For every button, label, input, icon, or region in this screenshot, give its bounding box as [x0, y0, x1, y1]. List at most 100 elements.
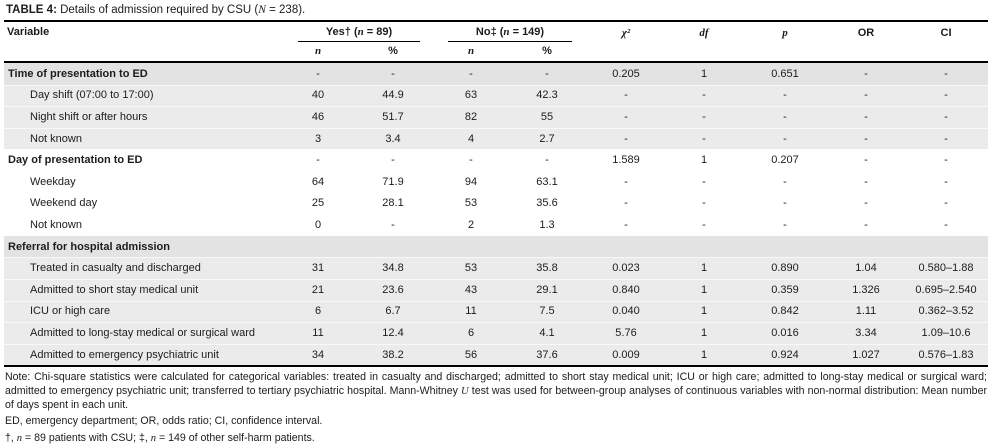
u-statistic-symbol: U [461, 385, 469, 397]
cell-yes-n: 3 [314, 132, 322, 145]
cell-no-pct: 37.6 [536, 348, 558, 361]
col-header-ci: CI [940, 27, 952, 39]
cell-chi-square: - [624, 175, 628, 188]
cell-ci: - [944, 197, 948, 210]
cell-or: - [864, 218, 868, 231]
cell-p: 0.890 [771, 262, 799, 275]
row-label: Time of presentation to ED [8, 67, 148, 80]
n-symbol: n [16, 432, 23, 444]
row-label: Weekend day [30, 197, 98, 210]
cell-df: - [702, 110, 706, 123]
cell-chi-square: 0.040 [612, 305, 640, 318]
spacer [4, 45, 284, 57]
cell-ci: - [944, 67, 948, 80]
cell-no-n: - [469, 67, 473, 80]
cell-yes-n: 21 [311, 283, 325, 296]
cell-yes-n: 0 [314, 218, 322, 231]
footnotes: Note: Chi-square statistics were calcula… [4, 367, 988, 445]
cell-chi-square: 0.009 [612, 348, 640, 361]
col-header-p: p [782, 27, 788, 39]
cell-df: - [702, 218, 706, 231]
cell-ci: - [944, 110, 948, 123]
cell-yes-pct: 23.6 [382, 283, 404, 296]
cell-yes-pct: 6.7 [385, 305, 401, 318]
table-row: ICU or high care 6 6.7 11 7.5 0.040 1 0.842 1.11… [4, 300, 988, 323]
cell-ci: - [944, 89, 948, 102]
cell-no-pct: 35.8 [536, 262, 558, 275]
cell-ci: 1.09–10.6 [921, 326, 971, 339]
cell-or: - [864, 110, 868, 123]
cell-yes-n: 6 [314, 305, 322, 318]
title-suffix: = 238). [265, 4, 306, 16]
subcol-yes-n: n [314, 45, 322, 57]
cell-df: - [702, 175, 706, 188]
cell-p: - [783, 175, 787, 188]
cell-chi-square: 0.840 [612, 283, 640, 296]
title-text: Details of admission required by CSU ( [56, 4, 259, 16]
table-row: Not known 0 - 2 1.3 - - - - - [4, 214, 988, 236]
no-group-label: No‡ (n = 149) [448, 26, 572, 42]
row-label: Admitted to short stay medical unit [30, 283, 199, 296]
cell-p: - [783, 218, 787, 231]
row-label: ICU or high care [30, 305, 111, 318]
col-header-variable: Variable [7, 26, 50, 38]
table-body: Time of presentation to ED - - - - 0.205 1 0.65… [4, 63, 988, 368]
section-row: Day of presentation to ED - - - - 1.589 1 0.207… [4, 149, 988, 171]
cell-or: 1.04 [855, 262, 877, 275]
header-row-groups: Variable Yes† (n = 89) No‡ (n = 149) χ² … [4, 22, 988, 42]
cell-p: 0.924 [771, 348, 799, 361]
note-paragraph: Note: Chi-square statistics were calcula… [5, 371, 987, 411]
cell-or: - [864, 175, 868, 188]
cell-no-pct: 1.3 [539, 218, 555, 231]
n-symbol: n [503, 26, 510, 38]
cell-df: 1 [700, 326, 708, 339]
title-n-symbol: N [258, 4, 266, 16]
cell-df: - [702, 197, 706, 210]
cell-no-n: 43 [464, 283, 478, 296]
cell-no-pct: 2.7 [539, 132, 555, 145]
table-row: Admitted to short stay medical unit 21 23.… [4, 278, 988, 301]
table-row: Weekend day 25 28.1 53 35.6 - - - - - [4, 193, 988, 215]
cell-no-n: 53 [464, 262, 478, 275]
n-symbol: n [150, 432, 157, 444]
abbreviation-note: ED, emergency department; OR, odds ratio… [5, 415, 323, 428]
cell-no-n: 53 [464, 197, 478, 210]
cell-no-pct: 35.6 [536, 197, 558, 210]
yes-group-label: Yes† (n = 89) [298, 26, 420, 42]
cell-yes-n: 64 [311, 175, 325, 188]
cell-yes-pct: 28.1 [382, 197, 404, 210]
cell-ci: 0.695–2.540 [915, 283, 977, 296]
row-label: Not known [30, 218, 82, 231]
cell-no-pct: 55 [540, 110, 554, 123]
cell-ci: - [944, 154, 948, 167]
cell-ci: 0.362–3.52 [918, 305, 974, 318]
cell-ci: - [944, 175, 948, 188]
cell-no-pct: 63.1 [536, 175, 558, 188]
cell-p: 0.359 [771, 283, 799, 296]
cell-p: 0.842 [771, 305, 799, 318]
col-header-chi-square: χ² [621, 27, 631, 39]
cell-yes-pct: 51.7 [382, 110, 404, 123]
cell-chi-square: 0.023 [612, 262, 640, 275]
cell-df: - [702, 89, 706, 102]
cell-yes-pct: 71.9 [382, 175, 404, 188]
cell-no-n: 11 [465, 305, 477, 318]
table-row: Day shift (07:00 to 17:00) 40 44.9 63 42.3 - -… [4, 84, 988, 107]
cell-df: 1 [700, 262, 708, 275]
subcol-no-pct: % [542, 45, 552, 57]
cell-ci: - [944, 132, 948, 145]
cell-p: - [783, 197, 787, 210]
cell-yes-n: 46 [311, 110, 325, 123]
row-label: Night shift or after hours [30, 110, 148, 123]
cell-yes-pct: 3.4 [385, 132, 401, 145]
cell-no-n: 63 [464, 89, 478, 102]
table-title: TABLE 4: Details of admission required b… [4, 2, 988, 22]
col-header-yes-group: Yes† (n = 89) [284, 26, 434, 42]
cell-yes-n: 34 [311, 348, 325, 361]
cell-df: 1 [700, 283, 708, 296]
row-label: Admitted to long-stay medical or surgica… [30, 326, 255, 339]
cell-no-n: 82 [464, 110, 478, 123]
cell-no-n: 4 [467, 132, 475, 145]
cell-or: - [864, 154, 868, 167]
